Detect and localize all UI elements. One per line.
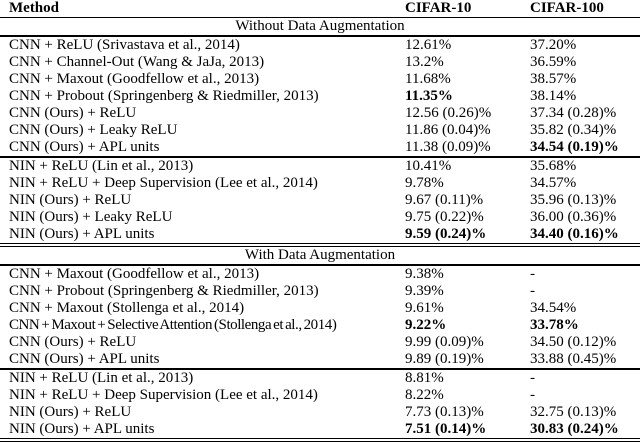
method-cell: CNN (Ours) + APL units — [9, 351, 160, 367]
method-cell: CNN + Maxout (Stollenga et al., 2014) — [9, 300, 245, 316]
method-cell: CNN (Ours) + Leaky ReLU — [9, 122, 178, 138]
table-row: NIN (Ours) + ReLU 7.73 (0.13)% 32.75 (0.… — [0, 404, 640, 421]
cifar10-cell: 9.67 (0.11)% — [405, 192, 484, 208]
cifar10-cell: 10.41% — [405, 158, 452, 174]
cifar10-cell: 9.61% — [405, 300, 444, 316]
header-row: Method CIFAR-10 CIFAR-100 — [0, 0, 640, 18]
method-cell: CNN + Maxout (Goodfellow et al., 2013) — [9, 71, 260, 87]
cifar10-cell: 8.81% — [405, 370, 444, 386]
method-cell: NIN + ReLU (Lin et al., 2013) — [9, 158, 194, 174]
table-row: NIN + ReLU (Lin et al., 2013) 8.81% - — [0, 369, 640, 387]
cifar100-cell: 34.54% — [530, 300, 577, 316]
table-row: NIN (Ours) + APL units 9.59 (0.24)% 34.4… — [0, 226, 640, 245]
method-cell: CNN (Ours) + ReLU — [9, 334, 137, 350]
table-row: CNN (Ours) + ReLU 12.56 (0.26)% 37.34 (0… — [0, 105, 640, 122]
method-cell: NIN + ReLU (Lin et al., 2013) — [9, 370, 194, 386]
method-cell: NIN (Ours) + ReLU — [9, 192, 132, 208]
cifar10-cell: 9.78% — [405, 175, 444, 191]
cifar100-cell: 35.68% — [530, 158, 577, 174]
table-row: NIN + ReLU + Deep Supervision (Lee et al… — [0, 175, 640, 192]
cifar10-cell: 13.2% — [405, 54, 444, 70]
cifar10-cell: 9.39% — [405, 283, 444, 299]
cifar10-cell: 8.22% — [405, 387, 444, 403]
table-row: CNN + Maxout + Selective Attention (Stol… — [0, 317, 640, 334]
table-row: CNN (Ours) + Leaky ReLU 11.86 (0.04)% 35… — [0, 122, 640, 139]
table-row: CNN + Probout (Springenberg & Riedmiller… — [0, 283, 640, 300]
cifar100-cell: 37.34 (0.28)% — [530, 105, 617, 121]
cifar10-cell: 7.73 (0.13)% — [405, 404, 484, 420]
cifar10-cell: 12.61% — [405, 37, 452, 53]
table-row: NIN (Ours) + ReLU 9.67 (0.11)% 35.96 (0.… — [0, 192, 640, 209]
cifar100-cell: 34.54 (0.19)% — [530, 139, 619, 155]
table-row: NIN (Ours) + APL units 7.51 (0.14)% 30.8… — [0, 421, 640, 440]
cifar10-cell: 9.22% — [405, 317, 447, 333]
cifar100-cell: - — [530, 283, 535, 299]
method-cell: NIN (Ours) + APL units — [9, 421, 155, 437]
table-row: CNN + Channel-Out (Wang & JaJa, 2013) 13… — [0, 54, 640, 71]
table-row: CNN + Maxout (Stollenga et al., 2014) 9.… — [0, 300, 640, 317]
column-header-cifar10: CIFAR-10 — [405, 0, 472, 16]
method-cell: NIN (Ours) + Leaky ReLU — [9, 209, 173, 225]
method-cell: CNN + Maxout + Selective Attention (Stol… — [9, 317, 337, 333]
table-row: NIN (Ours) + Leaky ReLU 9.75 (0.22)% 36.… — [0, 209, 640, 226]
section-header-row: With Data Augmentation — [0, 245, 640, 265]
cifar100-cell: 36.59% — [530, 54, 577, 70]
method-cell: CNN + Channel-Out (Wang & JaJa, 2013) — [9, 54, 265, 70]
table-row: CNN (Ours) + APL units 11.38 (0.09)% 34.… — [0, 139, 640, 157]
cifar100-cell: 32.75 (0.13)% — [530, 404, 617, 420]
cifar100-cell: 34.40 (0.16)% — [530, 226, 619, 242]
cifar100-cell: 30.83 (0.24)% — [530, 421, 619, 437]
cifar10-cell: 11.86 (0.04)% — [405, 122, 491, 138]
cifar10-cell: 9.99 (0.09)% — [405, 334, 484, 350]
table-row: CNN (Ours) + APL units 9.89 (0.19)% 33.8… — [0, 351, 640, 369]
cifar10-cell: 9.75 (0.22)% — [405, 209, 484, 225]
table-row: NIN + ReLU (Lin et al., 2013) 10.41% 35.… — [0, 157, 640, 175]
column-header-method: Method — [9, 0, 59, 16]
cifar100-cell: 37.20% — [530, 37, 577, 53]
method-cell: CNN + Probout (Springenberg & Riedmiller… — [9, 88, 319, 104]
cifar100-cell: 34.57% — [530, 175, 577, 191]
table-row: NIN + ReLU + Deep Supervision (Lee et al… — [0, 387, 640, 404]
cifar100-cell: - — [530, 387, 535, 403]
method-cell: CNN + ReLU (Srivastava et al., 2014) — [9, 37, 240, 53]
method-cell: NIN (Ours) + ReLU — [9, 404, 132, 420]
method-cell: NIN + ReLU + Deep Supervision (Lee et al… — [9, 387, 318, 403]
table-row: CNN + ReLU (Srivastava et al., 2014) 12.… — [0, 36, 640, 54]
method-cell: CNN + Probout (Springenberg & Riedmiller… — [9, 283, 319, 299]
section-title: Without Data Augmentation — [235, 18, 405, 34]
cifar100-cell: 36.00 (0.36)% — [530, 209, 617, 225]
cifar100-cell: - — [530, 370, 535, 386]
table-row: CNN (Ours) + ReLU 9.99 (0.09)% 34.50 (0.… — [0, 334, 640, 351]
table-row: CNN + Probout (Springenberg & Riedmiller… — [0, 88, 640, 105]
cifar100-cell: 35.96 (0.13)% — [530, 192, 617, 208]
cifar10-cell: 12.56 (0.26)% — [405, 105, 492, 121]
cifar100-cell: 38.14% — [530, 88, 577, 104]
cifar10-cell: 9.38% — [405, 266, 444, 282]
cifar10-cell: 9.89 (0.19)% — [405, 351, 484, 367]
method-cell: NIN (Ours) + APL units — [9, 226, 155, 242]
section-header-row: Without Data Augmentation — [0, 18, 640, 36]
method-cell: CNN (Ours) + APL units — [9, 139, 160, 155]
column-header-cifar100: CIFAR-100 — [530, 0, 604, 16]
method-cell: CNN + Maxout (Goodfellow et al., 2013) — [9, 266, 260, 282]
method-cell: NIN + ReLU + Deep Supervision (Lee et al… — [9, 175, 318, 191]
method-cell: CNN (Ours) + ReLU — [9, 105, 137, 121]
section-title: With Data Augmentation — [244, 247, 396, 263]
cifar10-cell: 11.35% — [405, 88, 453, 104]
table-row: CNN + Maxout (Goodfellow et al., 2013) 1… — [0, 71, 640, 88]
cifar100-cell: - — [530, 266, 535, 282]
cifar100-cell: 33.88 (0.45)% — [530, 351, 617, 367]
cifar100-cell: 34.50 (0.12)% — [530, 334, 617, 350]
table-row: CNN + Maxout (Goodfellow et al., 2013) 9… — [0, 265, 640, 283]
cifar10-cell: 7.51 (0.14)% — [405, 421, 487, 437]
cifar10-cell: 11.68% — [405, 71, 451, 87]
cifar100-cell: 33.78% — [530, 317, 579, 333]
cifar100-cell: 38.57% — [530, 71, 577, 87]
cifar100-cell: 35.82 (0.34)% — [530, 122, 617, 138]
cifar10-cell: 11.38 (0.09)% — [405, 139, 491, 155]
cifar10-cell: 9.59 (0.24)% — [405, 226, 487, 242]
